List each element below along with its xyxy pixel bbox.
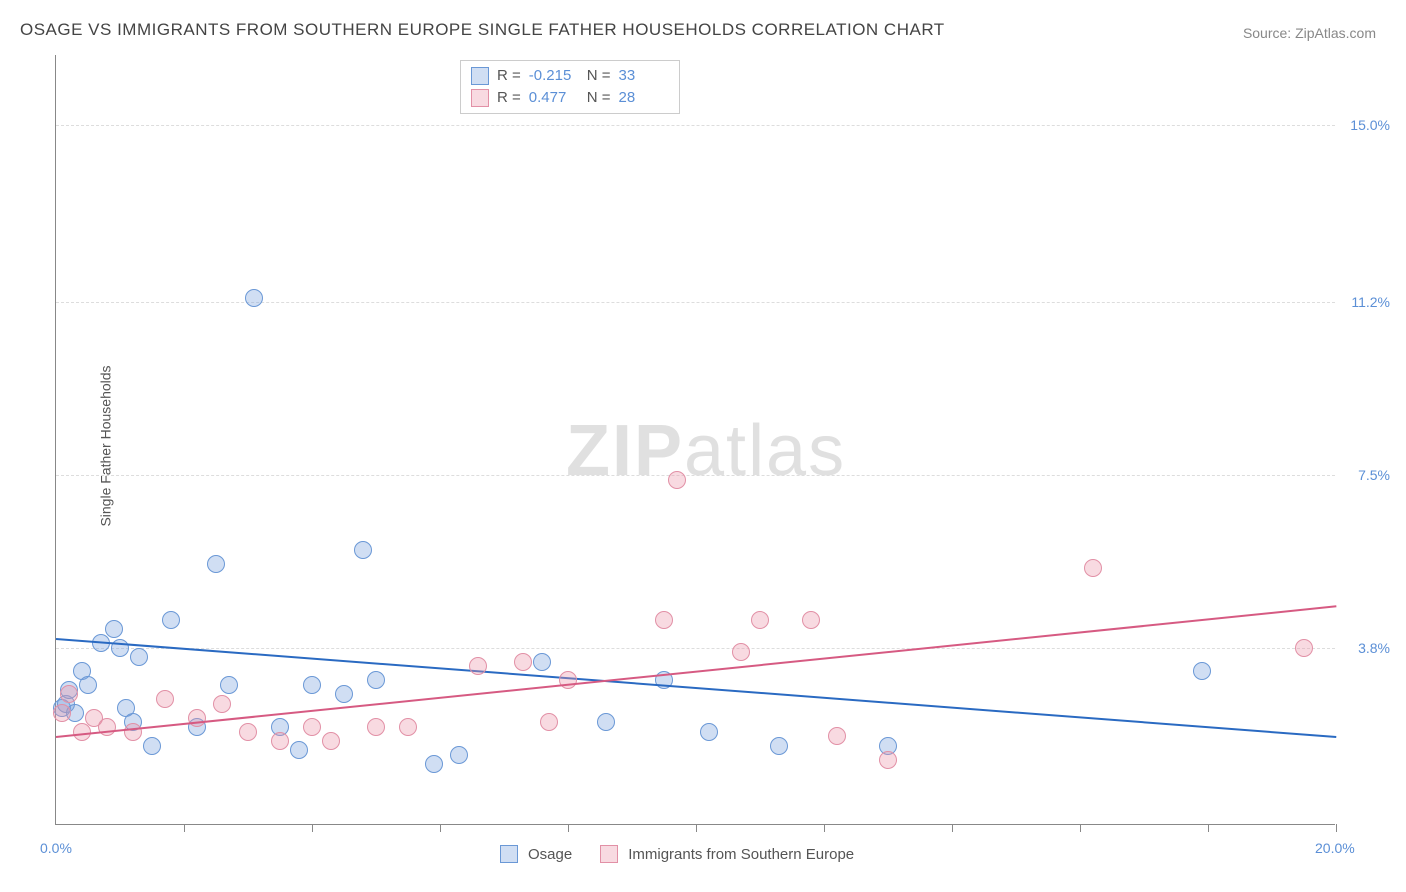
data-point: [79, 676, 97, 694]
legend-series-label: Immigrants from Southern Europe: [628, 846, 854, 863]
data-point: [213, 695, 231, 713]
x-tick: [824, 824, 825, 832]
y-tick-label: 3.8%: [1340, 640, 1390, 656]
data-point: [303, 676, 321, 694]
legend-r-value: 0.477: [529, 87, 579, 109]
data-point: [367, 718, 385, 736]
legend-r-value: -0.215: [529, 65, 579, 87]
legend-swatch: [600, 845, 618, 863]
data-point: [271, 732, 289, 750]
data-point: [207, 555, 225, 573]
series-legend: Osage Immigrants from Southern Europe: [500, 845, 872, 863]
gridline: [56, 648, 1335, 649]
data-point: [879, 751, 897, 769]
x-tick: [440, 824, 441, 832]
legend-n-key: N =: [587, 65, 611, 87]
x-tick: [184, 824, 185, 832]
data-point: [450, 746, 468, 764]
data-point: [828, 727, 846, 745]
data-point: [399, 718, 417, 736]
legend-swatch: [471, 89, 489, 107]
x-tick: [568, 824, 569, 832]
watermark: ZIPatlas: [566, 410, 846, 492]
x-max-label: 20.0%: [1315, 840, 1355, 856]
data-point: [751, 611, 769, 629]
data-point: [514, 653, 532, 671]
legend-r-key: R =: [497, 65, 521, 87]
data-point: [162, 611, 180, 629]
data-point: [770, 737, 788, 755]
legend-row: R = 0.477 N = 28: [471, 87, 669, 109]
legend-n-value: 33: [619, 65, 669, 87]
data-point: [335, 685, 353, 703]
data-point: [53, 704, 71, 722]
plot-area: ZIPatlas 3.8%7.5%11.2%15.0%: [55, 55, 1335, 825]
data-point: [60, 685, 78, 703]
gridline: [56, 475, 1335, 476]
chart-container: OSAGE VS IMMIGRANTS FROM SOUTHERN EUROPE…: [0, 0, 1406, 892]
y-tick-label: 11.2%: [1340, 294, 1390, 310]
source-attribution: Source: ZipAtlas.com: [1243, 25, 1376, 41]
data-point: [239, 723, 257, 741]
data-point: [1295, 639, 1313, 657]
x-tick: [1336, 824, 1337, 832]
data-point: [540, 713, 558, 731]
data-point: [700, 723, 718, 741]
data-point: [156, 690, 174, 708]
x-min-label: 0.0%: [40, 840, 72, 856]
data-point: [559, 671, 577, 689]
data-point: [220, 676, 238, 694]
legend-r-key: R =: [497, 87, 521, 109]
data-point: [425, 755, 443, 773]
data-point: [111, 639, 129, 657]
data-point: [668, 471, 686, 489]
data-point: [245, 289, 263, 307]
x-tick: [312, 824, 313, 832]
data-point: [732, 643, 750, 661]
data-point: [322, 732, 340, 750]
legend-series-label: Osage: [528, 846, 572, 863]
chart-title: OSAGE VS IMMIGRANTS FROM SOUTHERN EUROPE…: [20, 20, 945, 40]
x-tick: [952, 824, 953, 832]
data-point: [143, 737, 161, 755]
correlation-legend: R = -0.215 N = 33 R = 0.477 N = 28: [460, 60, 680, 114]
data-point: [354, 541, 372, 559]
gridline: [56, 125, 1335, 126]
y-tick-label: 7.5%: [1340, 467, 1390, 483]
data-point: [469, 657, 487, 675]
data-point: [655, 611, 673, 629]
data-point: [290, 741, 308, 759]
data-point: [367, 671, 385, 689]
y-tick-label: 15.0%: [1340, 117, 1390, 133]
legend-row: R = -0.215 N = 33: [471, 65, 669, 87]
legend-swatch: [500, 845, 518, 863]
legend-n-key: N =: [587, 87, 611, 109]
x-tick: [1080, 824, 1081, 832]
data-point: [1193, 662, 1211, 680]
data-point: [802, 611, 820, 629]
data-point: [597, 713, 615, 731]
data-point: [105, 620, 123, 638]
data-point: [1084, 559, 1102, 577]
data-point: [533, 653, 551, 671]
data-point: [130, 648, 148, 666]
trend-line: [56, 606, 1336, 739]
x-tick: [696, 824, 697, 832]
legend-swatch: [471, 67, 489, 85]
legend-n-value: 28: [619, 87, 669, 109]
data-point: [124, 723, 142, 741]
x-tick: [1208, 824, 1209, 832]
data-point: [303, 718, 321, 736]
